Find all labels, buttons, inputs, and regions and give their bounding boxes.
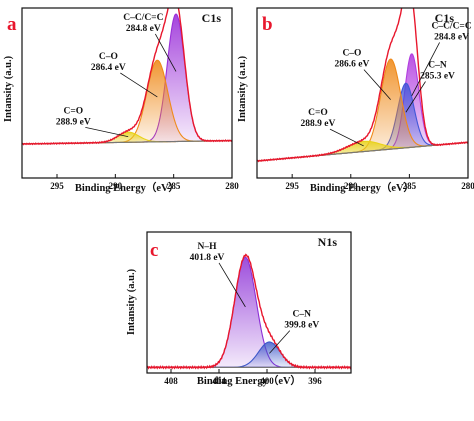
plot-frame <box>256 7 469 179</box>
x-tick-label: 290 <box>344 181 358 191</box>
panel-letter: a <box>7 14 17 35</box>
x-axis-title: Binding Energy（eV） <box>75 181 179 194</box>
plot-area <box>257 8 468 163</box>
peak-leader-1 <box>120 72 158 98</box>
x-tick-label: 285 <box>167 181 181 191</box>
peak-label-1: C–N 285.3 eV <box>420 61 455 82</box>
core-level-label: N1s <box>318 235 338 249</box>
x-tick-label: 295 <box>285 181 299 191</box>
plot-area <box>147 253 351 370</box>
peak-leader-1 <box>405 81 426 113</box>
panel-letter: c <box>150 240 158 261</box>
chart-panel-c: 408 404 400 396 Binding Energy（eV） Intansity … <box>126 231 352 387</box>
peak-leader-0 <box>154 33 177 72</box>
peak-label-0: C–C/C=C 284.8 eV <box>431 21 471 42</box>
peak-leader-2 <box>363 69 391 100</box>
x-axis-title: Binding Energy（eV） <box>197 374 301 387</box>
envelope-line <box>257 8 468 163</box>
x-tick-label: 280 <box>225 181 239 191</box>
plot-area <box>22 8 232 146</box>
plot-frame <box>146 231 352 374</box>
x-axis-title: Binding Energy（eV） <box>310 181 414 194</box>
x-tick-label: 280 <box>461 181 474 191</box>
peak-label-1: C–N 399.8 eV <box>284 310 319 331</box>
peak-leader-1 <box>269 330 291 354</box>
x-tick-label: 285 <box>403 181 417 191</box>
panel-letter: b <box>262 14 273 35</box>
peak-fill-0 <box>147 256 351 368</box>
x-tick-label: 290 <box>109 181 123 191</box>
peak-leader-0 <box>411 42 440 97</box>
core-level-label: C1s <box>435 11 455 25</box>
chart-panel-a: 295 290 285 280 Binding Energy（eV） Intansity … <box>3 7 239 194</box>
peak-label-0: N–H 401.8 eV <box>190 242 225 263</box>
peak-label-3: C=O 288.9 eV <box>301 108 336 129</box>
envelope-line <box>147 253 351 370</box>
peak-leader-3 <box>329 128 364 147</box>
plot-frame <box>21 7 233 179</box>
chart-panel-b: 295 290 285 280 Binding Energy（eV） Intansity … <box>237 7 474 194</box>
envelope-line <box>22 8 232 146</box>
x-tick-label: 295 <box>50 181 64 191</box>
peak-label-0: C–C/C=C 284.8 eV <box>123 13 163 34</box>
peak-label-1: C–O 286.4 eV <box>91 52 126 73</box>
peak-label-2: C=O 288.9 eV <box>56 106 91 127</box>
y-axis-title: Intansity (a.u.) <box>237 55 248 122</box>
x-tick-label: 408 <box>164 376 178 386</box>
x-tick-label: 404 <box>212 376 226 386</box>
peak-label-2: C–O 286.6 eV <box>335 49 370 70</box>
y-axis-title: Intansity (a.u.) <box>3 55 14 122</box>
x-tick-label: 400 <box>260 376 274 386</box>
peak-leader-0 <box>218 262 246 308</box>
peak-leader-2 <box>85 127 129 138</box>
core-level-label: C1s <box>202 11 222 25</box>
y-axis-title: Intansity (a.u.) <box>126 268 137 335</box>
x-tick-label: 396 <box>308 376 322 386</box>
panels-layer: 295 290 285 280 Binding Energy（eV） Intansity … <box>3 7 474 387</box>
